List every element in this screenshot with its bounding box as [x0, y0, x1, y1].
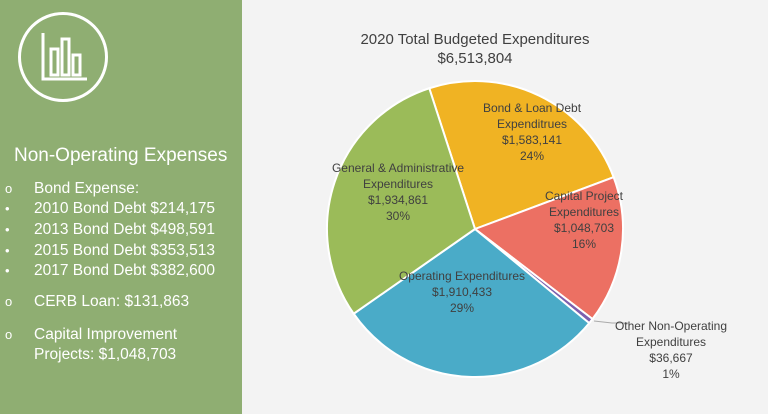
pie-slice: [326, 86, 477, 316]
subtitle-text: $6,513,804: [437, 50, 513, 67]
slice-percent: 30%: [385, 209, 411, 223]
slice-label: General & Administrative Expenditures $1,…: [323, 160, 473, 224]
bar-chart-icon: [18, 12, 108, 102]
panel-title: Non-Operating Expenses: [14, 145, 228, 166]
slice-percent: 24%: [519, 149, 545, 163]
item-text: 2017 Bond Debt $382,600: [34, 262, 215, 279]
list-item: • 2010 Bond Debt $214,175: [0, 200, 215, 218]
pie-slice: [472, 175, 624, 321]
slice-name: General & Administrative Expenditures: [331, 161, 465, 191]
list-item: o CERB Loan: $131,863: [0, 293, 189, 311]
slice-label: Capital Project Expenditures $1,048,703 16…: [519, 188, 649, 252]
list-item: o Capital Improvement: [0, 326, 177, 344]
bullet: o: [5, 181, 13, 196]
slice-value: $1,910,433: [431, 285, 493, 299]
slice-label: Operating Expenditures $1,910,433 29%: [397, 268, 527, 316]
item-text: Capital Improvement: [34, 326, 178, 343]
bullet: •: [5, 243, 10, 258]
bullet: o: [5, 294, 13, 309]
slice-label: Other Non-Operating Expenditures $36,667 1…: [606, 318, 736, 382]
item-text: Bond Expense:: [34, 180, 140, 197]
slice-name: Other Non-Operating Expenditures: [614, 319, 728, 349]
slice-value: $1,048,703: [553, 221, 615, 235]
slice-value: $1,934,861: [367, 193, 429, 207]
bullet: •: [5, 201, 10, 216]
leader-line: [593, 320, 628, 324]
chart-title: 2020 Total Budgeted Expenditures $6,513,…: [330, 30, 620, 68]
bullet: •: [5, 222, 10, 237]
bullet: o: [5, 327, 13, 342]
bullet: •: [5, 263, 10, 278]
slice-value: $1,583,141: [501, 133, 563, 147]
item-text: 2015 Bond Debt $353,513: [34, 242, 215, 259]
pie-slice: [352, 227, 591, 378]
item-text: 2013 Bond Debt $498,591: [34, 221, 215, 238]
slice-value: $36,667: [649, 351, 693, 365]
list-item: Projects: $1,048,703: [0, 346, 176, 364]
slice-name: Bond & Loan Debt Expenditrues: [482, 101, 582, 131]
slice-name: Operating Expenditures: [398, 269, 526, 283]
title-text: 2020 Total Budgeted Expenditures: [360, 31, 590, 48]
list-item: • 2013 Bond Debt $498,591: [0, 221, 215, 239]
item-text: CERB Loan: $131,863: [34, 293, 190, 310]
slice-name: Capital Project Expenditures: [544, 189, 624, 219]
list-item: o Bond Expense:: [0, 180, 139, 198]
list-item: • 2015 Bond Debt $353,513: [0, 242, 215, 260]
item-text: 2010 Bond Debt $214,175: [34, 200, 215, 217]
slice-percent: 1%: [662, 367, 680, 381]
list-item: • 2017 Bond Debt $382,600: [0, 262, 215, 280]
pie-slice: [428, 80, 615, 231]
slice-percent: 16%: [571, 237, 597, 251]
item-text: Projects: $1,048,703: [34, 346, 177, 363]
slice-percent: 29%: [449, 301, 475, 315]
summary-panel: Non-Operating Expenses o Bond Expense: • 20…: [0, 0, 242, 414]
slice-label: Bond & Loan Debt Expenditrues $1,583,141 2…: [467, 100, 597, 164]
